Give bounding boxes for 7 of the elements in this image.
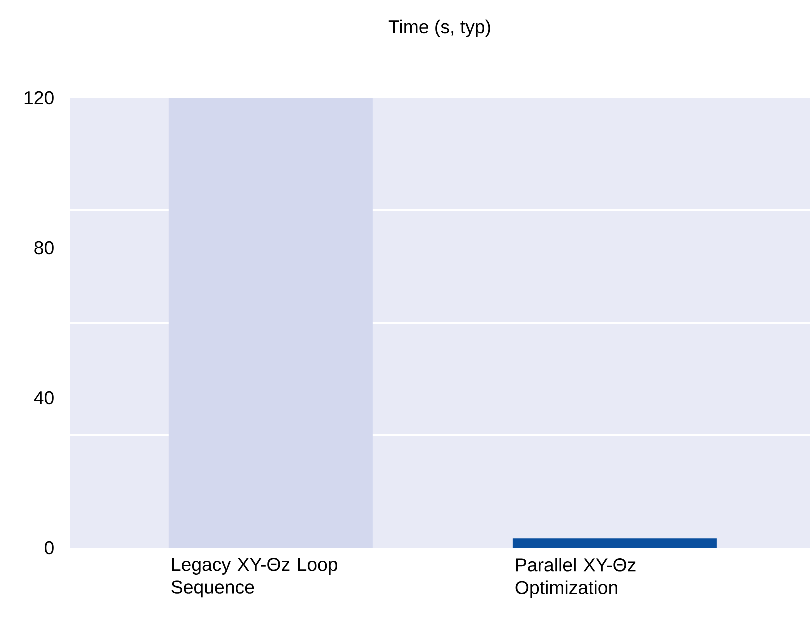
y-tick-label: 40 [34,391,54,405]
y-tick-label: 0 [44,541,54,555]
chart-title: Time (s, typ) [388,20,490,38]
y-tick-label: 80 [34,241,54,255]
y-tick-label: 120 [24,91,54,105]
x-tick-label: Legacy XY-Θz Loop Sequence [172,558,338,598]
x-tick-label: Parallel XY-Θz Optimization [516,558,636,598]
